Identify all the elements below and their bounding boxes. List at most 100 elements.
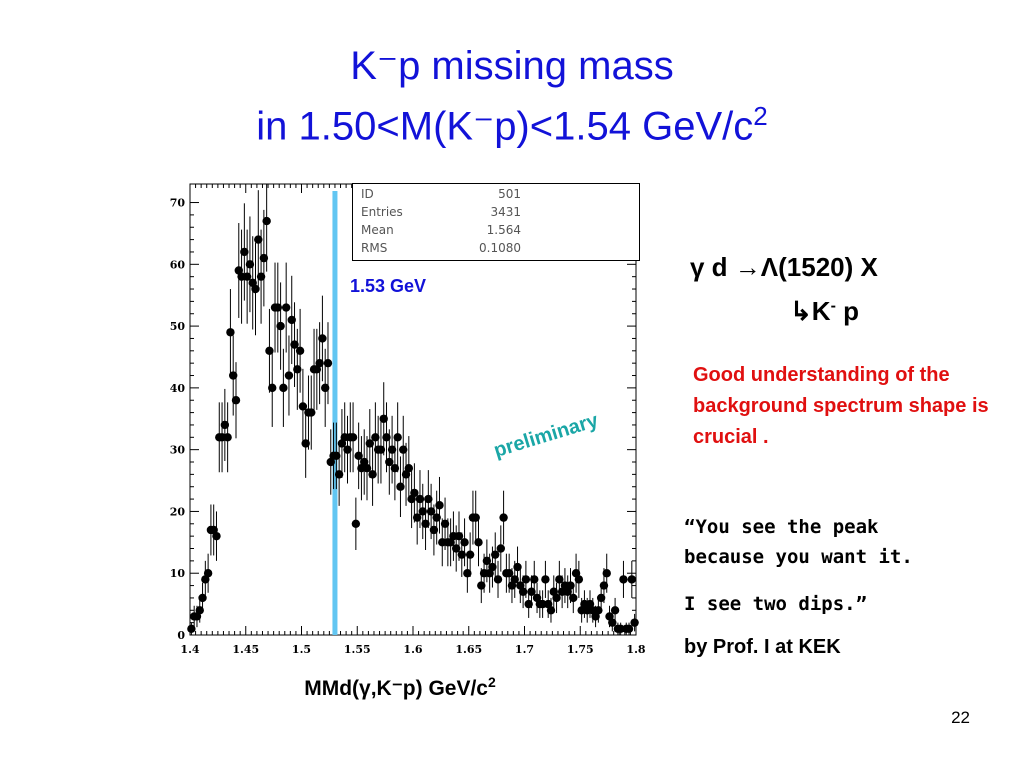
reaction-line2: ↳K- p — [790, 296, 859, 327]
x-tick-label: 1.6 — [403, 643, 422, 656]
reaction-gamma-d: γ d — [690, 252, 735, 282]
data-point — [513, 562, 522, 572]
data-point — [530, 575, 539, 584]
data-point — [619, 575, 628, 584]
data-point — [362, 463, 372, 473]
reaction-lambda: Λ(1520) X — [760, 252, 878, 282]
data-point — [465, 550, 475, 559]
data-point — [482, 556, 492, 566]
reaction-kaon: K — [811, 296, 831, 326]
data-point — [463, 569, 472, 578]
data-point — [541, 575, 550, 584]
data-point — [630, 618, 639, 627]
data-point — [354, 451, 363, 461]
slide-title-line1: K⁻p missing mass — [350, 44, 674, 88]
data-point — [256, 272, 266, 281]
data-point — [290, 340, 299, 349]
quote-line: because you want it. — [684, 546, 913, 568]
energy-marker-label: 1.53 GeV — [350, 276, 427, 296]
data-point — [348, 433, 358, 442]
data-point — [555, 575, 564, 584]
data-point — [284, 371, 294, 380]
data-point — [365, 439, 374, 448]
data-point — [471, 513, 480, 522]
data-point — [415, 494, 425, 504]
data-point — [457, 550, 466, 559]
data-point — [220, 420, 230, 430]
data-point — [231, 396, 241, 405]
data-point — [426, 507, 436, 516]
data-point — [393, 433, 402, 442]
data-point — [276, 321, 285, 331]
stats-label: Mean — [361, 223, 394, 237]
y-tick-label: 30 — [170, 444, 186, 457]
data-point — [608, 618, 617, 627]
data-point — [493, 575, 503, 584]
data-point — [524, 599, 533, 609]
arrow-right-icon: → — [734, 252, 761, 282]
data-point — [195, 606, 204, 615]
x-tick-label: 1.55 — [344, 643, 371, 656]
x-tick-label: 1.5 — [292, 643, 311, 656]
y-tick-label: 50 — [170, 320, 186, 333]
data-point — [477, 581, 486, 590]
reaction-line1: γ d →Λ(1520) X — [690, 252, 878, 283]
data-point — [396, 482, 405, 491]
data-point — [287, 315, 296, 325]
data-point — [429, 525, 439, 535]
data-point — [424, 494, 433, 504]
data-point — [343, 445, 352, 454]
data-point — [491, 550, 500, 559]
data-point — [452, 544, 461, 553]
data-point — [399, 445, 408, 454]
data-point — [187, 624, 196, 634]
x-tick-label: 1.45 — [232, 643, 259, 656]
data-point — [610, 606, 620, 615]
data-point — [566, 581, 575, 590]
stats-value: 1.564 — [486, 223, 521, 237]
stats-value: 501 — [498, 187, 521, 201]
data-point — [254, 235, 263, 244]
data-point — [474, 538, 483, 547]
data-point — [521, 575, 531, 584]
data-point — [510, 575, 519, 584]
y-tick-label: 70 — [170, 197, 186, 210]
data-point — [546, 606, 556, 615]
quote-line: I see two dips.” — [684, 593, 868, 615]
quote-byline: by Prof. I at KEK — [684, 636, 841, 658]
data-point — [504, 569, 514, 578]
data-point — [229, 371, 238, 380]
data-point — [382, 433, 391, 442]
data-point — [259, 253, 269, 263]
y-tick-label: 10 — [170, 567, 186, 580]
stats-label: ID — [361, 187, 374, 201]
data-point — [242, 272, 252, 281]
data-point — [245, 260, 255, 269]
x-tick-label: 1.75 — [567, 643, 594, 656]
data-point — [627, 575, 637, 584]
data-point — [599, 581, 609, 590]
data-point — [281, 303, 291, 312]
data-point — [412, 513, 422, 522]
data-point — [387, 445, 397, 454]
data-point — [596, 593, 606, 603]
data-point — [212, 531, 221, 541]
data-point — [371, 433, 380, 442]
data-point — [198, 593, 207, 603]
slide-title-line2: in 1.50<M(K⁻p)<1.54 GeV/c2 — [0, 92, 1024, 150]
data-point — [332, 451, 341, 461]
data-point — [418, 507, 427, 516]
data-point — [569, 593, 578, 603]
data-point — [320, 383, 330, 393]
data-point — [251, 284, 260, 294]
stats-value: 0.1080 — [479, 241, 521, 255]
x-tick-label: 1.8 — [626, 643, 645, 656]
data-point — [404, 463, 414, 473]
title-line2-superscript: 2 — [753, 101, 768, 131]
stats-value: 3431 — [490, 205, 521, 219]
stats-label: RMS — [361, 241, 388, 255]
data-point — [223, 433, 232, 442]
data-point — [301, 439, 310, 448]
data-point — [518, 587, 528, 596]
data-point — [385, 457, 394, 467]
